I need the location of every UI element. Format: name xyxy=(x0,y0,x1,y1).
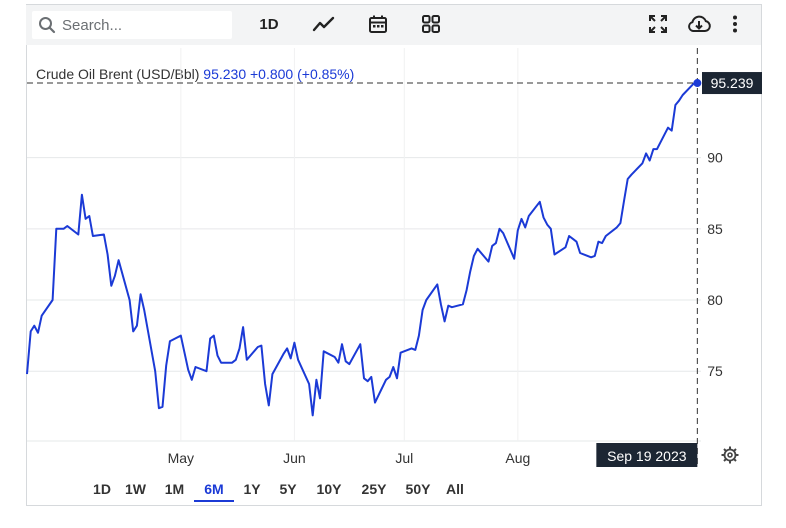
fullscreen-button[interactable] xyxy=(644,10,672,38)
range-button-1d[interactable]: 1D xyxy=(93,481,111,497)
instrument-price: 95.230 xyxy=(203,66,247,82)
chart-widget xyxy=(26,4,762,506)
more-vertical-icon xyxy=(733,15,737,33)
gear-icon xyxy=(723,448,737,462)
y-tick-label: 90 xyxy=(707,150,723,166)
range-button-1y[interactable]: 1Y xyxy=(243,481,261,497)
crosshair-point xyxy=(693,79,702,88)
search-input[interactable] xyxy=(60,15,224,35)
y-tick-label: 80 xyxy=(707,292,723,308)
layout-button[interactable] xyxy=(417,10,445,38)
search-box[interactable] xyxy=(32,11,232,39)
y-tick-label: 85 xyxy=(707,221,723,237)
range-button-5y[interactable]: 5Y xyxy=(279,481,297,497)
price-series-line xyxy=(26,82,698,417)
x-tick-label: Aug xyxy=(505,450,530,466)
range-button-25y[interactable]: 25Y xyxy=(361,481,387,497)
instrument-name: Crude Oil Brent (USD/Bbl) xyxy=(36,66,200,82)
grid-layout-icon xyxy=(422,15,440,33)
price-label-text: 95.239 xyxy=(711,75,754,91)
calendar-button[interactable] xyxy=(364,10,392,38)
date-label-bg xyxy=(596,443,698,467)
range-button-1w[interactable]: 1W xyxy=(125,481,146,497)
range-button-10y[interactable]: 10Y xyxy=(316,481,342,497)
range-button-1m[interactable]: 1M xyxy=(164,481,185,497)
range-button-6m[interactable]: 6M xyxy=(194,478,234,502)
line-chart-icon xyxy=(312,16,335,32)
instrument-change: +0.800 (+0.85%) xyxy=(250,66,355,82)
search-icon xyxy=(39,17,56,34)
range-button-all[interactable]: All xyxy=(446,481,464,497)
more-menu-button[interactable] xyxy=(724,10,746,38)
range-button-50y[interactable]: 50Y xyxy=(405,481,431,497)
x-tick-label: Jun xyxy=(283,450,306,466)
range-selector: 1D 1W 1M 6M 1Y 5Y 10Y 25Y 50Y All xyxy=(88,478,470,502)
calendar-icon xyxy=(369,15,387,33)
expand-icon xyxy=(649,15,667,33)
download-button[interactable] xyxy=(684,10,714,38)
settings-button[interactable] xyxy=(721,446,739,464)
price-label-bg xyxy=(702,72,762,95)
crosshair-price-label: 95.239 xyxy=(702,72,762,95)
y-tick-label: 75 xyxy=(707,363,723,379)
crosshair-date-label: Sep 19 2023 xyxy=(596,443,698,467)
x-tick-label: May xyxy=(168,450,194,466)
chart-type-button[interactable] xyxy=(310,10,338,38)
cloud-download-icon xyxy=(688,15,711,32)
x-tick-label: Jul xyxy=(395,450,413,466)
instrument-info: Crude Oil Brent (USD/Bbl) 95.230 +0.800 … xyxy=(36,66,354,82)
date-label-text: Sep 19 2023 xyxy=(607,448,687,464)
interval-button[interactable]: 1D xyxy=(259,15,279,33)
